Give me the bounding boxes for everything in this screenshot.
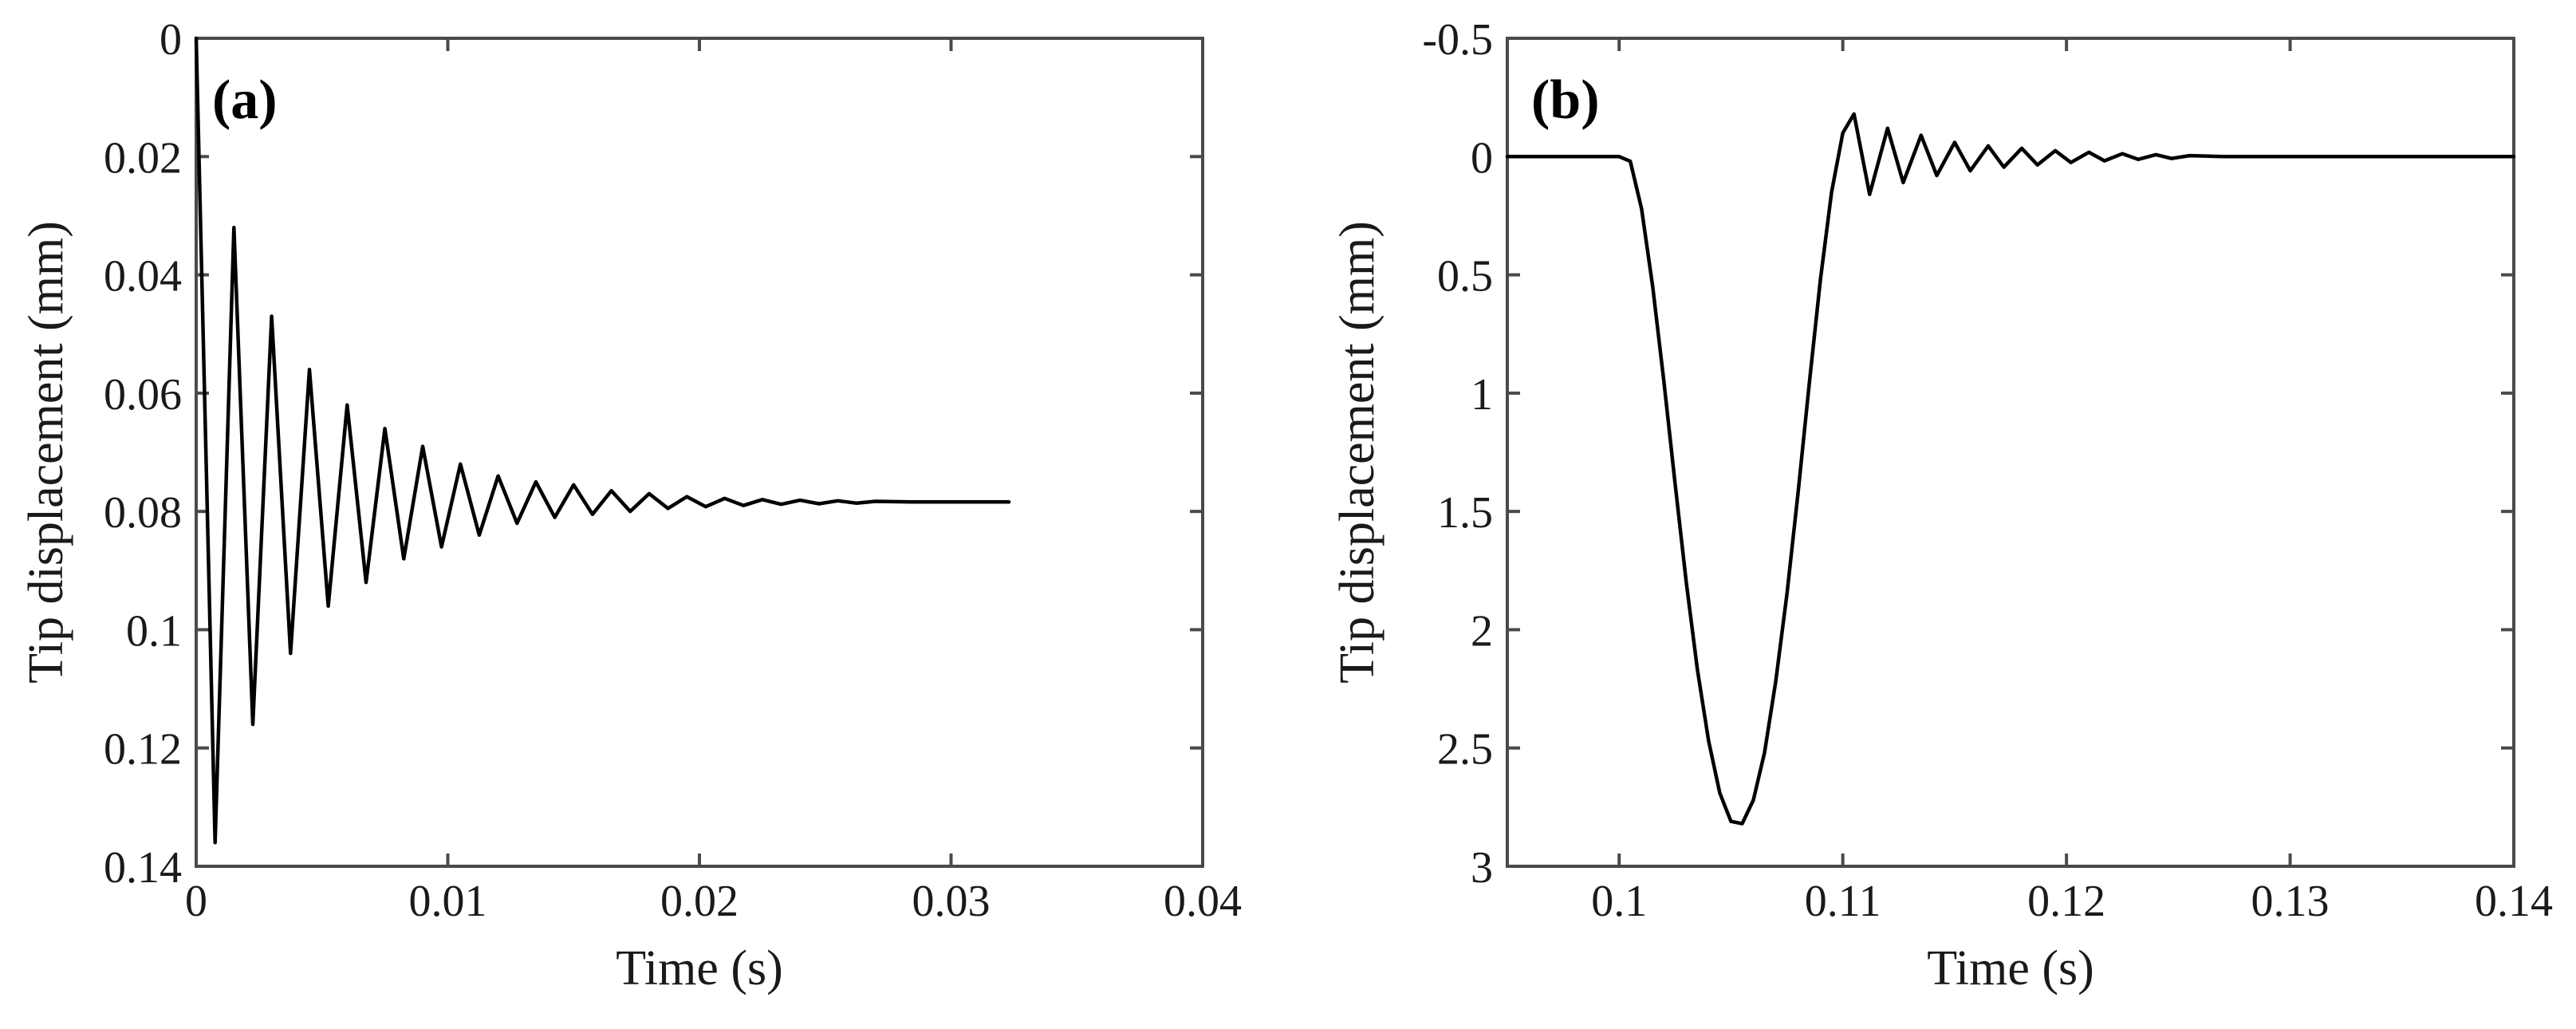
panel-a: 0 0.01 0.02 0.03 0.04 0 0.02 0.04 0.06 0.08 0.1 0.1… — [19, 15, 1242, 995]
x-tick-label: 0.14 — [2475, 877, 2553, 926]
series-line — [1505, 112, 2516, 826]
y-tick-label: 2.5 — [1437, 725, 1493, 775]
y-tick-label: 0.02 — [104, 133, 182, 183]
plot-frame — [1506, 37, 2515, 868]
y-tick-label: 0.1 — [126, 606, 182, 656]
y-tick-label: -0.5 — [1422, 15, 1493, 65]
panel-label: (a) — [212, 69, 278, 131]
panel-label: (b) — [1531, 69, 1600, 131]
x-axis-label: Time (s) — [1927, 941, 2094, 995]
y-tick-label: 1 — [1471, 370, 1493, 420]
x-tick-label: 0 — [185, 877, 207, 926]
y-tick-label: 0.14 — [104, 843, 182, 893]
y-tick-label: 0.5 — [1437, 252, 1493, 302]
x-tick-label: 0.03 — [912, 877, 991, 926]
y-tick-label: 3 — [1471, 843, 1493, 893]
x-tick-label: 0.1 — [1591, 877, 1647, 926]
y-tick-label: 0 — [160, 15, 182, 65]
y-tick-label: 0.06 — [104, 370, 182, 420]
x-tick-label: 0.04 — [1164, 877, 1242, 926]
x-tick-label: 0.13 — [2251, 877, 2330, 926]
y-tick-label: 0 — [1471, 133, 1493, 183]
y-axis-label: Tip displacement (mm) — [1330, 221, 1385, 684]
series-line — [194, 36, 1011, 845]
x-tick-label: 0.01 — [409, 877, 487, 926]
y-tick-label: 2 — [1471, 606, 1493, 656]
y-tick-label: 0.12 — [104, 725, 182, 775]
y-tick-label: 0.04 — [104, 252, 182, 302]
y-tick-label: 1.5 — [1437, 488, 1493, 538]
x-tick-label: 0.11 — [1805, 877, 1881, 926]
plot-frame — [195, 37, 1204, 868]
x-axis-label: Time (s) — [616, 941, 783, 995]
panel-b: 0.1 0.11 0.12 0.13 0.14 -0.5 0 0.5 1 1.5 2 2.5 3 Time… — [1330, 15, 2553, 995]
x-tick-label: 0.12 — [2027, 877, 2105, 926]
x-tick-label: 0.02 — [660, 877, 739, 926]
y-tick-label: 0.08 — [104, 488, 182, 538]
y-axis-label: Tip displacement (mm) — [19, 221, 73, 684]
